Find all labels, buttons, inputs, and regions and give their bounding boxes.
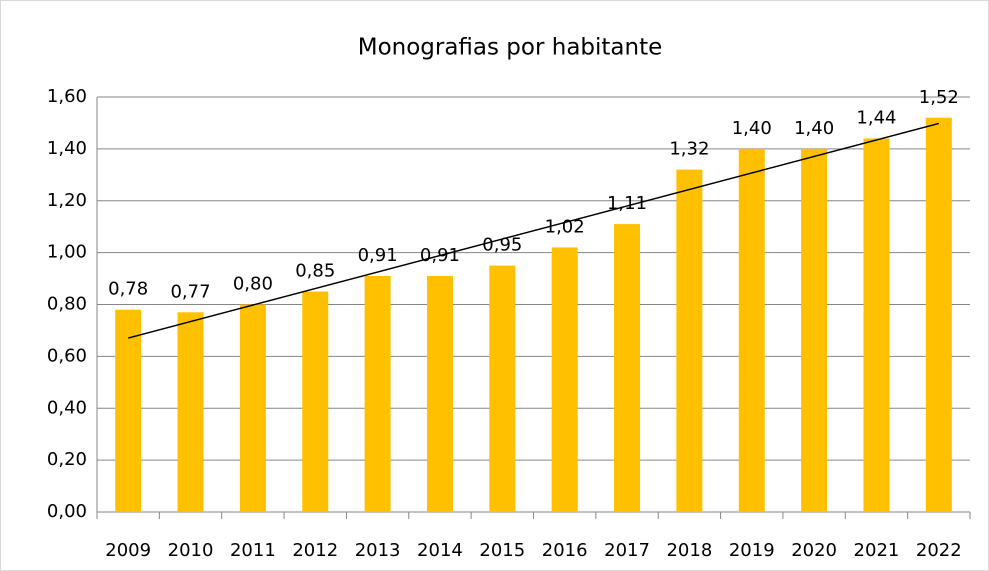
- x-tick-label: 2015: [479, 540, 525, 561]
- bar: [614, 224, 641, 512]
- data-label: 0,85: [295, 261, 335, 282]
- x-tick-label: 2022: [916, 540, 962, 561]
- bar: [863, 138, 890, 512]
- data-label: 1,44: [856, 108, 896, 129]
- bar: [115, 309, 142, 512]
- y-tick-label: 0,00: [47, 501, 87, 522]
- y-tick-label: 1,20: [47, 190, 87, 211]
- data-label: 0,91: [358, 245, 398, 266]
- bar: [239, 304, 266, 512]
- bar: [302, 291, 329, 512]
- bar: [177, 312, 204, 512]
- data-label: 0,80: [233, 274, 273, 295]
- x-tick-label: 2020: [791, 540, 837, 561]
- data-label: 0,78: [108, 279, 148, 300]
- x-tick-label: 2009: [105, 540, 151, 561]
- data-label: 1,32: [669, 139, 709, 160]
- y-tick-label: 0,40: [47, 397, 87, 418]
- x-tick-label: 2011: [230, 540, 276, 561]
- bar: [364, 275, 391, 512]
- data-label: 1,02: [545, 216, 585, 237]
- trendline: [127, 122, 940, 339]
- data-label: 0,77: [170, 281, 210, 302]
- x-tick-label: 2010: [168, 540, 214, 561]
- y-tick-label: 0,80: [47, 294, 87, 315]
- bar: [925, 117, 952, 512]
- x-tick-label: 2012: [292, 540, 338, 561]
- data-label: 1,11: [607, 193, 647, 214]
- x-tick-label: 2019: [729, 540, 775, 561]
- data-label: 1,40: [794, 118, 834, 139]
- bar: [426, 275, 453, 512]
- x-tick-label: 2021: [854, 540, 900, 561]
- bar: [738, 148, 765, 512]
- y-tick-label: 1,40: [47, 138, 87, 159]
- x-tick-label: 2016: [542, 540, 588, 561]
- data-label: 1,40: [732, 118, 772, 139]
- y-tick-label: 0,60: [47, 345, 87, 366]
- y-tick-label: 1,00: [47, 242, 87, 263]
- x-tick-label: 2017: [604, 540, 650, 561]
- data-label: 1,52: [919, 87, 959, 108]
- bar: [801, 148, 828, 512]
- y-tick-label: 0,20: [47, 449, 87, 470]
- bar: [551, 247, 578, 512]
- data-label: 0,95: [482, 235, 522, 256]
- y-tick-label: 1,60: [47, 86, 87, 107]
- x-tick-label: 2014: [417, 540, 463, 561]
- bar: [489, 265, 516, 512]
- x-tick-label: 2018: [666, 540, 712, 561]
- x-tick-label: 2013: [355, 540, 401, 561]
- bar: [676, 169, 703, 512]
- chart-title: Monografias por habitante: [358, 35, 663, 61]
